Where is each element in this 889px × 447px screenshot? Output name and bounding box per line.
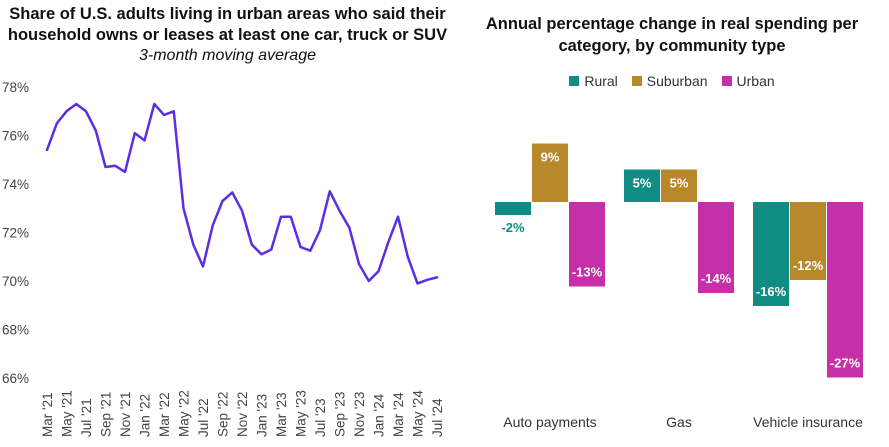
line-chart-title-line2: household owns or leases at least one ca… [7, 26, 448, 44]
x-tick-label: May '23 [294, 390, 309, 437]
legend-swatch-suburban [631, 76, 642, 86]
x-tick-label: Mar '23 [274, 392, 289, 437]
bar-suburban [661, 169, 697, 202]
x-tick-label: Jul '24 [430, 398, 445, 437]
x-tick-label: Jan '22 [138, 394, 153, 437]
x-tick-label: Nov '21 [118, 392, 133, 437]
bar-chart-title-line2: category, by community type [558, 37, 786, 55]
bar-suburban [532, 143, 568, 202]
x-tick-label: May '22 [177, 390, 192, 437]
bar-urban [827, 202, 863, 378]
bar-rural [624, 169, 660, 202]
line-chart-subtitle: 3-month moving average [139, 47, 316, 64]
x-tick-label: Jul '21 [79, 398, 94, 437]
x-tick-label: Jul '23 [313, 398, 328, 437]
bar-chart-legend: Rural Suburban Urban [455, 73, 889, 89]
x-tick-label: Mar '24 [391, 392, 406, 437]
bar-chart-panel: Annual percentage change in real spendin… [455, 0, 889, 447]
y-tick-label: 74% [2, 177, 29, 192]
bar-urban [569, 202, 605, 287]
bar-value-label: 5% [670, 176, 689, 191]
bar-rural [495, 202, 531, 215]
category-label: Auto payments [503, 414, 596, 430]
bar-value-label: 5% [633, 176, 652, 191]
bar-urban [698, 202, 734, 293]
line-chart-panel: Share of U.S. adults living in urban are… [2, 5, 448, 437]
category-label: Vehicle insurance [753, 414, 863, 430]
legend-swatch-rural [569, 76, 580, 86]
legend-label-suburban: Suburban [646, 73, 708, 89]
y-tick-label: 78% [2, 80, 29, 95]
bar-value-label: -16% [756, 284, 787, 299]
x-tick-label: Jan '23 [255, 394, 270, 437]
bar-value-label: 9% [541, 150, 560, 165]
y-tick-label: 72% [2, 226, 29, 241]
x-tick-label: Jan '24 [372, 393, 387, 437]
x-tick-label: Sep '21 [99, 392, 114, 437]
legend-swatch-urban [721, 76, 732, 86]
y-tick-label: 70% [2, 274, 29, 289]
x-tick-label: Sep '22 [216, 392, 231, 437]
legend-item-suburban: Suburban [631, 73, 708, 89]
bar-rural [753, 202, 789, 306]
x-tick-label: Mar '22 [157, 392, 172, 437]
x-tick-label: May '24 [411, 390, 426, 437]
bar-value-label: -12% [793, 258, 824, 273]
bar-value-label: -14% [701, 271, 732, 286]
bar-suburban [790, 202, 826, 280]
x-tick-label: Mar '21 [40, 392, 55, 437]
bar-value-label: -2% [501, 220, 525, 235]
bar-value-label: -13% [572, 265, 603, 280]
x-tick-label: May '21 [60, 390, 75, 437]
x-tick-label: Nov '23 [352, 392, 367, 437]
series-line [45, 102, 439, 285]
bar-value-label: -27% [830, 356, 861, 371]
legend-label-rural: Rural [584, 73, 618, 89]
y-tick-label: 76% [2, 129, 29, 144]
x-tick-label: Sep '23 [333, 392, 348, 437]
x-tick-label: Nov '22 [235, 392, 250, 437]
x-tick-label: Jul '22 [196, 398, 211, 437]
legend-item-rural: Rural [569, 73, 618, 89]
line-chart-svg: 78% 76% 74% 72% 70% 68% 66% Mar '21 May '21 Jul '… [2, 80, 445, 437]
legend-label-urban: Urban [736, 73, 775, 89]
y-tick-label: 68% [2, 323, 29, 338]
bar-chart-svg: -2% 9% -13% Auto payments 5% 5% -14% Gas -16% -12… [495, 143, 863, 430]
bar-chart-title-line1: Annual percentage change in real spendin… [485, 15, 859, 33]
legend-item-urban: Urban [721, 73, 775, 89]
category-label: Gas [666, 414, 692, 430]
line-chart-title-line1: Share of U.S. adults living in urban are… [9, 5, 446, 23]
y-tick-label: 66% [2, 371, 29, 386]
